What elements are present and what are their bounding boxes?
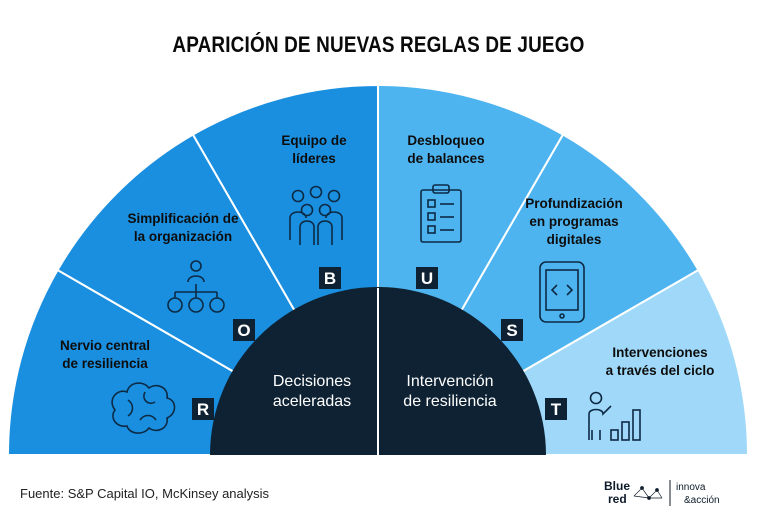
- page-title: APARICIÓN DE NUEVAS REGLAS DE JUEGO: [172, 32, 585, 57]
- letter-box-s: [501, 319, 523, 341]
- presenter-chart-icon: [588, 391, 641, 441]
- segment-label-line: Profundización: [525, 196, 623, 211]
- org-chart-icon: [167, 260, 225, 313]
- segment-label-line: Simplificación de: [127, 211, 239, 226]
- letter-box-r: [192, 398, 214, 420]
- tablet-code-icon: [539, 261, 585, 323]
- bluered-innova-logo: Blue red innova &acción: [604, 479, 720, 506]
- logo-network-icon: [633, 486, 663, 500]
- center-right-label: de resiliencia: [403, 393, 496, 410]
- logo-text-innova: innova: [676, 482, 706, 493]
- segment-label-line: digitales: [547, 232, 602, 247]
- segment-label-line: a través del ciclo: [606, 363, 715, 378]
- segment-label-line: de resiliencia: [62, 356, 148, 371]
- segment-label-line: Intervenciones: [612, 345, 707, 360]
- logo-text-red: red: [608, 492, 627, 506]
- team-icon: [289, 185, 343, 245]
- letter-o: O: [237, 321, 250, 340]
- letter-s: S: [506, 321, 517, 340]
- letter-box-t: [545, 398, 567, 420]
- icons-layer: [111, 184, 641, 441]
- segment-label-line: la organización: [134, 229, 232, 244]
- segment-label-line: en programas: [529, 214, 618, 229]
- source-note: Fuente: S&P Capital IO, McKinsey analysi…: [20, 486, 270, 501]
- center-hub: [210, 287, 546, 455]
- segment-label-line: Equipo de: [281, 133, 347, 148]
- letter-b: B: [324, 269, 336, 288]
- segment-label-line: Desbloqueo: [407, 133, 484, 148]
- logo-text-accion: &acción: [684, 495, 720, 506]
- center-right-label: Intervención: [406, 373, 493, 390]
- brain-icon: [111, 382, 176, 434]
- letter-r: R: [197, 400, 209, 419]
- segment-label-line: líderes: [292, 151, 336, 166]
- segment-label-line: Nervio central: [60, 338, 150, 353]
- center-left-label: aceleradas: [273, 393, 351, 410]
- center-right-half: [378, 287, 546, 455]
- center-left-half: [210, 287, 378, 455]
- logo-text-blue: Blue: [604, 479, 630, 493]
- segment-label-line: de balances: [407, 151, 484, 166]
- labels-layer: R O B U S T Nervio central de resiliencia Simpli…: [60, 133, 714, 420]
- letter-t: T: [551, 400, 562, 419]
- checklist-icon: [420, 184, 462, 243]
- letter-box-o: [233, 319, 255, 341]
- letter-box-u: [416, 267, 438, 289]
- letter-u: U: [421, 269, 433, 288]
- center-left-label: Decisiones: [273, 373, 351, 390]
- robust-semicircle-diagram: R O B U S T Nervio central de resiliencia Simpli…: [8, 85, 748, 455]
- letter-box-b: [319, 267, 341, 289]
